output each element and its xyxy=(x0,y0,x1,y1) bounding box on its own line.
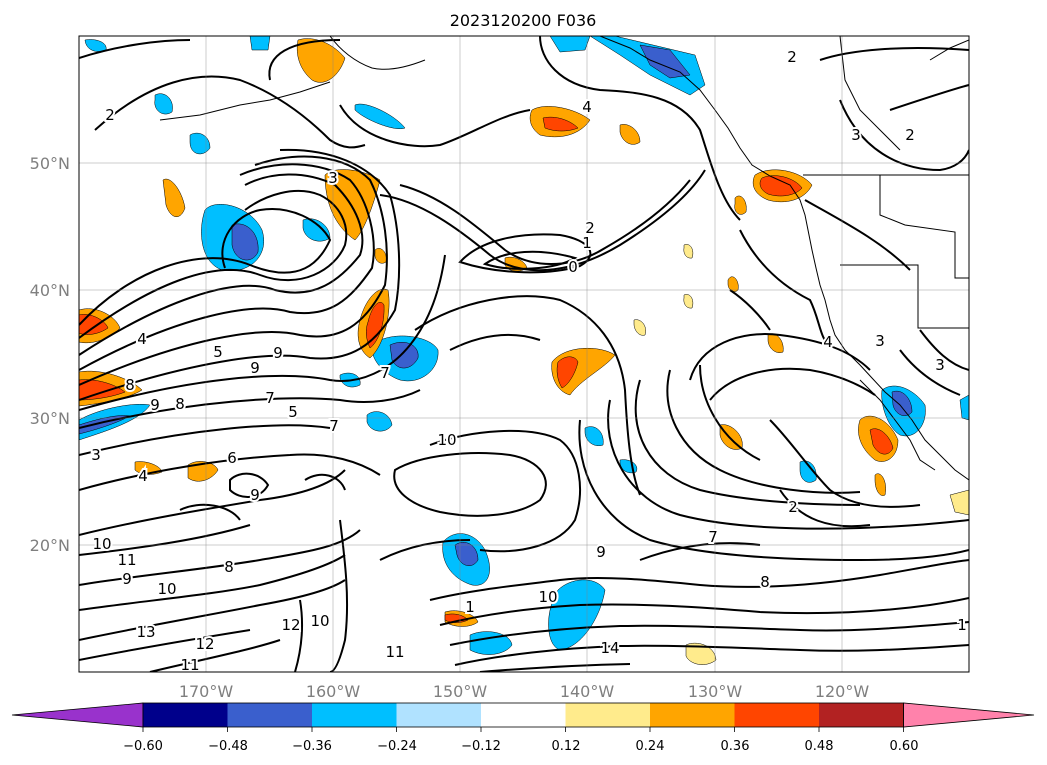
contour-label: 1 xyxy=(957,616,967,634)
colorbar-bin xyxy=(481,703,566,727)
colorbar-tick-label: 0.60 xyxy=(890,739,919,754)
lat-label-50n: 50°N xyxy=(30,154,70,173)
contour-label: 5 xyxy=(288,403,298,421)
colorbar-bin xyxy=(227,703,313,727)
contour-label: 12 xyxy=(195,635,214,653)
contour-label: 0 xyxy=(568,258,578,276)
contour-label: 4 xyxy=(138,467,148,485)
contour-label: 7 xyxy=(329,417,339,435)
contour-label: 7 xyxy=(708,528,718,546)
colorbar-tick-label: 0.24 xyxy=(636,739,665,754)
map-frame xyxy=(78,35,970,673)
contour-label: 4 xyxy=(582,98,592,116)
colorbar-tick-label: −0.48 xyxy=(208,739,248,754)
contour-label: 8 xyxy=(175,395,185,413)
contour-label: 12 xyxy=(281,616,300,634)
lon-label-170w: 170°W xyxy=(179,682,234,701)
contour-label: 10 xyxy=(310,612,329,630)
contour-label: 9 xyxy=(250,359,260,377)
contour-labels: 2 4 2 2 3 2 1 0 4 5 9 9 8 7 5 9 8 4 3 6 … xyxy=(89,46,969,674)
contour-lines xyxy=(79,36,969,672)
contour-label: 2 xyxy=(105,106,115,124)
contour-label: 5 xyxy=(213,343,223,361)
colorbar-extend-high xyxy=(903,702,1035,728)
contour-label: 8 xyxy=(760,573,770,591)
colorbar-tick-label: −0.60 xyxy=(123,739,163,754)
colorbar-tick-labels: −0.60 −0.48 −0.36 −0.24 −0.12 0.12 0.24 … xyxy=(123,739,918,754)
contour-label: 2 xyxy=(787,48,797,66)
colorbar-tick-label: 0.12 xyxy=(552,739,581,754)
contour-label: 3 xyxy=(875,332,885,350)
contour-label: 10 xyxy=(538,588,557,606)
map-title: 2023120200 F036 xyxy=(450,11,597,30)
colorbar-bin xyxy=(734,703,820,727)
lat-label-20n: 20°N xyxy=(30,536,70,555)
contour-label: 3 xyxy=(91,446,101,464)
lon-label-140w: 140°W xyxy=(560,682,615,701)
contour-label: 10 xyxy=(92,535,111,553)
contour-label: 3 xyxy=(851,126,861,144)
contour-label: 4 xyxy=(137,330,147,348)
contour-label: 7 xyxy=(380,364,390,382)
colorbar-bin xyxy=(565,703,651,727)
contour-label: 8 xyxy=(224,558,234,576)
colorbar-tick-label: 0.48 xyxy=(805,739,834,754)
colorbar-tick-label: −0.12 xyxy=(461,739,501,754)
colorbar: −0.60 −0.48 −0.36 −0.24 −0.12 0.12 0.24 … xyxy=(11,702,1035,754)
contour-label: 8 xyxy=(125,376,135,394)
contour-label: 9 xyxy=(273,344,283,362)
colorbar-bin xyxy=(396,703,482,727)
contour-label: 3 xyxy=(935,356,945,374)
colorbar-ticks xyxy=(142,727,904,732)
contour-label: 9 xyxy=(596,543,606,561)
contour-label: 9 xyxy=(250,486,260,504)
colorbar-tick-label: −0.24 xyxy=(377,739,417,754)
contour-label: 13 xyxy=(136,623,155,641)
latitude-labels: 50°N 40°N 30°N 20°N xyxy=(30,154,70,555)
contour-label: 11 xyxy=(117,551,136,569)
contour-label: 14 xyxy=(600,639,619,657)
contour-label: 2 xyxy=(905,126,915,144)
contour-label: 2 xyxy=(585,219,595,237)
contour-label: 10 xyxy=(157,580,176,598)
contour-label: 7 xyxy=(265,389,275,407)
contour-label: 6 xyxy=(227,449,237,467)
colorbar-tick-label: 0.36 xyxy=(721,739,750,754)
colorbar-bin xyxy=(312,703,397,727)
colorbar-bin xyxy=(819,703,904,727)
colorbar-tick-label: −0.36 xyxy=(292,739,332,754)
contour-label: 4 xyxy=(823,333,833,351)
contour-label: 2 xyxy=(788,498,798,516)
contour-label: 11 xyxy=(385,643,404,661)
map-panel: 2 4 2 2 3 2 1 0 4 5 9 9 8 7 5 9 8 4 3 6 … xyxy=(79,36,969,674)
lon-label-160w: 160°W xyxy=(306,682,361,701)
contour-label: 9 xyxy=(150,396,160,414)
colorbar-extend-low xyxy=(11,702,144,728)
colorbar-bin xyxy=(143,703,228,727)
lat-lon-grid xyxy=(79,36,969,672)
contour-label: 1 xyxy=(582,234,592,252)
lat-label-40n: 40°N xyxy=(30,281,70,300)
contour-label: 3 xyxy=(328,169,338,187)
contour-label: 11 xyxy=(180,656,199,674)
colorbar-swatches xyxy=(11,702,1035,728)
colorbar-frame xyxy=(142,702,904,728)
contour-label: 9 xyxy=(122,570,132,588)
lon-label-120w: 120°W xyxy=(815,682,870,701)
longitude-labels: 170°W 160°W 150°W 140°W 130°W 120°W xyxy=(179,682,870,701)
coastlines xyxy=(159,36,969,481)
colorbar-bin xyxy=(650,703,735,727)
lat-label-30n: 30°N xyxy=(30,409,70,428)
lon-label-150w: 150°W xyxy=(433,682,488,701)
contour-label: 10 xyxy=(437,431,456,449)
contour-label: 1 xyxy=(465,598,475,616)
lon-label-130w: 130°W xyxy=(688,682,743,701)
